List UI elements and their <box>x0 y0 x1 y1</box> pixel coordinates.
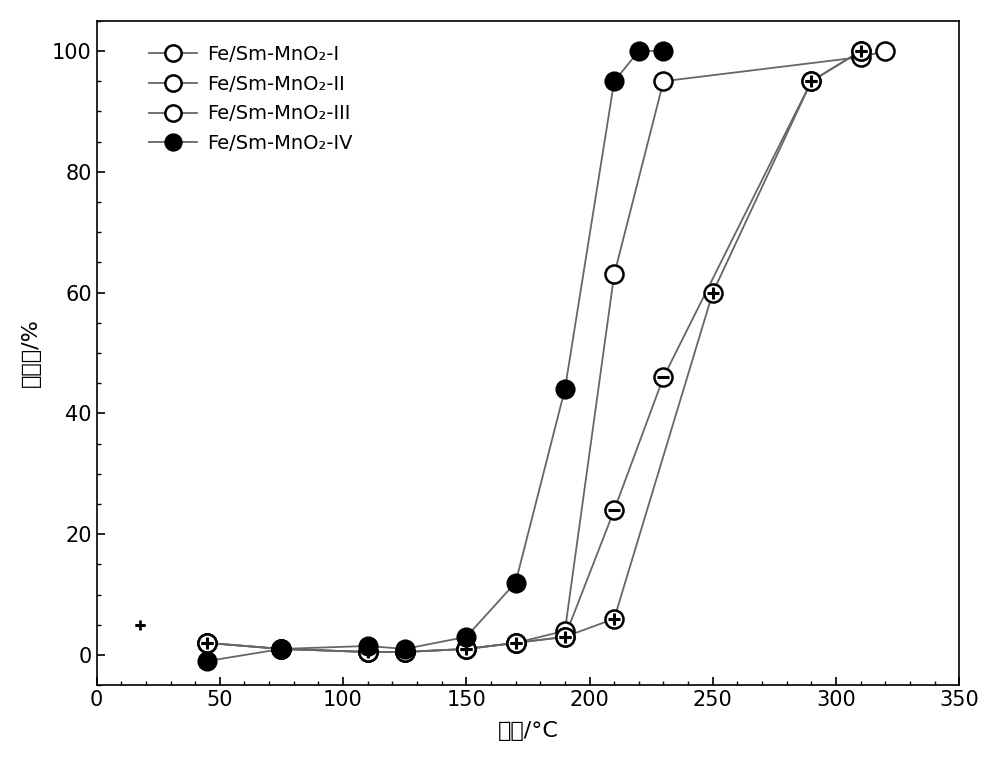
Y-axis label: 转化率/%: 转化率/% <box>21 319 41 387</box>
X-axis label: 温度/°C: 温度/°C <box>497 721 558 741</box>
Legend: Fe/Sm-MnO₂-I, Fe/Sm-MnO₂-II, Fe/Sm-MnO₂-III, Fe/Sm-MnO₂-IV: Fe/Sm-MnO₂-I, Fe/Sm-MnO₂-II, Fe/Sm-MnO₂-… <box>141 37 360 161</box>
